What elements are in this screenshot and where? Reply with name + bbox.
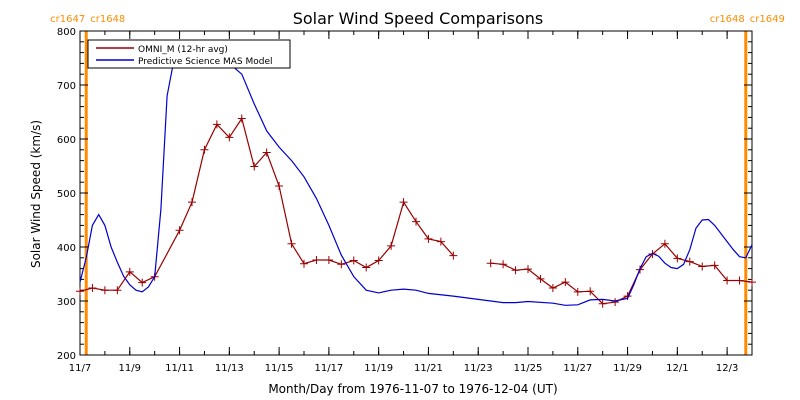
series-0-point-51 [735,276,744,285]
series-0-point-18 [312,255,321,264]
y-tick-label-4: 600 [57,135,76,146]
plot-frame [79,30,753,356]
y-tick-label-0: 200 [57,351,76,362]
y-tick-label-1: 300 [57,297,76,308]
series-lines [76,56,756,308]
series-0-point-33 [511,266,520,275]
x-tick-label-10: 11/27 [563,363,592,374]
x-tick-label-5: 11/17 [314,363,343,374]
y-tick-label-6: 800 [57,27,76,38]
x-tick-label-11: 11/29 [613,363,642,374]
x-tick-label-0: 11/7 [69,363,91,374]
x-tick-label-1: 11/9 [119,363,141,374]
series-0-point-8 [188,198,196,207]
x-tick-label-6: 11/19 [364,363,393,374]
x-tick-label-9: 11/25 [514,363,543,374]
series-0-point-16 [287,239,296,248]
series-0-point-28 [436,237,445,246]
series-0-point-15 [275,181,284,190]
carrington-label-right-1: cr1649 [750,14,785,25]
series-0-point-1 [88,284,97,293]
series-0-point-5 [138,278,147,287]
x-tick-label-13: 12/3 [716,363,738,374]
x-tick-label-8: 11/23 [464,363,493,374]
series-0-point-45 [660,239,669,248]
series-0-point-2 [100,286,109,295]
series-0-point-40 [598,299,607,308]
series-0-point-32 [499,260,508,269]
series-line-1 [79,56,753,306]
legend: OMNI_M (12-hr avg) Predictive Science MAS… [87,39,291,69]
x-tick-label-4: 11/15 [265,363,294,374]
y-tick-label-3: 500 [57,189,76,200]
series-0-point-36 [548,284,557,293]
carrington-label-right-0: cr1648 [90,14,125,25]
series-0-point-11 [225,133,234,142]
series-0-point-9 [200,145,209,154]
series-0-point-49 [710,261,719,270]
series-0-point-24 [387,241,396,250]
series-0-point-7 [175,226,184,235]
x-tick-label-2: 11/11 [165,363,194,374]
x-tick-label-12: 12/1 [666,363,688,374]
series-line-0 [79,117,753,305]
series-0-point-25 [399,198,408,207]
series-0-point-27 [424,234,433,243]
series-0-point-14 [262,148,271,157]
axes: 200 300 400 500 600 700 800 11/7 11/9 11/11 11/13 1… [57,27,753,374]
series-0-point-48 [698,262,707,271]
series-0-point-26 [412,217,420,226]
series-0-point-0 [76,287,84,296]
series-0-point-22 [362,263,371,272]
legend-label-1: Predictive Science MAS Model [138,57,273,67]
carrington-label-left-1: cr1648 [710,14,745,25]
series-0-point-4 [125,267,134,276]
chart-title: Solar Wind Speed Comparisons [293,9,544,28]
series-0-point-20 [337,260,346,269]
series-0-point-37 [561,278,570,287]
series-0-point-35 [536,274,545,283]
x-tick-label-7: 11/21 [414,363,443,374]
series-0-point-38 [573,287,582,296]
series-0-point-12 [237,114,246,123]
carrington-label-left-0: cr1647 [50,14,85,25]
series-0-point-21 [349,256,358,265]
series-0-point-39 [586,287,595,296]
series-0-point-41 [611,298,620,307]
x-axis-title: Month/Day from 1976-11-07 to 1976-12-04 … [268,382,557,396]
series-0-point-3 [113,286,122,295]
series-0-point-10 [212,120,221,129]
y-tick-label-5: 700 [57,81,76,92]
y-tick-label-2: 400 [57,243,76,254]
y-axis-title: Solar Wind Speed (km/s) [29,120,43,268]
x-tick-label-3: 11/13 [215,363,244,374]
legend-label-0: OMNI_M (12-hr avg) [138,45,228,55]
series-0-point-50 [723,276,732,285]
series-0-point-19 [324,255,333,264]
series-0-point-23 [374,256,383,265]
series-0-point-47 [685,257,694,266]
series-0-point-52 [748,278,756,287]
series-0-point-34 [524,265,532,274]
series-0-point-17 [300,259,308,268]
series-0-point-31 [486,259,495,268]
series-0-point-46 [673,254,682,263]
legend-box [87,39,291,69]
series-0-point-13 [250,162,259,171]
series-0-point-29 [449,251,458,260]
